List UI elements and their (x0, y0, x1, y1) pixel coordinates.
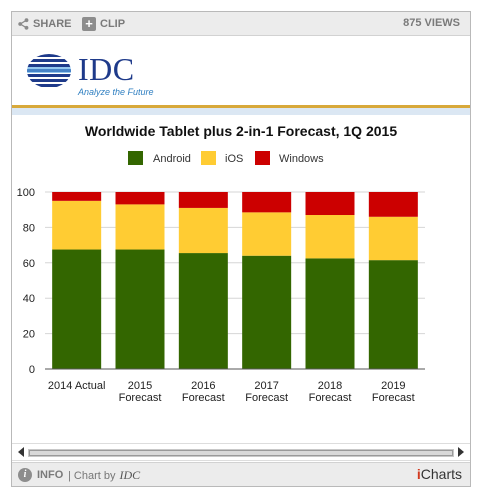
horizontal-scrollbar[interactable] (12, 443, 470, 461)
globe-icon (27, 54, 71, 87)
bar-windows (242, 192, 292, 213)
chart-title: Worldwide Tablet plus 2-in-1 Forecast, 1… (85, 123, 397, 139)
y-tick-label: 20 (23, 329, 35, 341)
idc-logo[interactable]: IDC Analyze the Future (26, 49, 166, 99)
y-tick-label: 0 (29, 364, 35, 376)
logo-tagline: Analyze the Future (78, 87, 154, 97)
bar-windows (178, 192, 228, 208)
bar-android (368, 260, 418, 369)
info-icon: i (18, 468, 32, 482)
clip-button[interactable]: + CLIP (82, 17, 125, 31)
bar-android (52, 249, 102, 369)
share-label: SHARE (33, 18, 72, 30)
x-tick-label: 2014 Actual (48, 380, 106, 392)
x-tick-label: Forecast (119, 392, 162, 404)
bar-android (242, 255, 292, 369)
chart-credit: | Chart by IDC (68, 468, 140, 483)
legend-label-windows: Windows (279, 153, 324, 165)
bar-ios (242, 212, 292, 256)
chart-widget: SHARE + CLIP 875 VIEWS (11, 11, 471, 487)
views-count: 875 VIEWS (403, 17, 460, 29)
share-button[interactable]: SHARE (18, 17, 72, 31)
bar-ios (368, 216, 418, 261)
logo-wordmark: IDC (78, 51, 135, 87)
scroll-track[interactable] (28, 449, 454, 457)
x-tick-label: 2016 (191, 380, 215, 392)
legend-swatch-windows (255, 151, 270, 165)
bar-android (305, 258, 355, 369)
info-label: INFO (37, 469, 64, 481)
footer-bar: i INFO | Chart by IDC iCharts (12, 462, 470, 486)
bar-android (178, 253, 228, 369)
legend-swatch-ios (201, 151, 216, 165)
x-tick-label: 2017 (254, 380, 278, 392)
plus-icon: + (82, 17, 96, 31)
bar-android (115, 249, 165, 369)
scroll-thumb[interactable] (29, 450, 453, 456)
x-tick-label: Forecast (245, 392, 288, 404)
y-tick-label: 100 (17, 187, 35, 199)
brand-divider (12, 105, 470, 108)
legend-swatch-android (128, 151, 143, 165)
chart-credit-source: IDC (119, 468, 141, 482)
brand-header: IDC Analyze the Future (12, 37, 470, 105)
share-icon (18, 18, 29, 30)
x-tick-label: Forecast (309, 392, 352, 404)
bar-ios (305, 215, 355, 259)
header-band (12, 108, 470, 115)
bar-ios (52, 200, 102, 250)
bar-ios (115, 204, 165, 250)
icharts-logo-rest: Charts (420, 466, 462, 482)
bar-windows (52, 192, 102, 201)
info-button[interactable]: i INFO (18, 468, 63, 482)
x-tick-label: 2015 (128, 380, 152, 392)
stacked-bar-chart: Worldwide Tablet plus 2-in-1 Forecast, 1… (17, 123, 425, 404)
x-tick-label: 2019 (381, 380, 405, 392)
scroll-left-icon[interactable] (18, 447, 24, 457)
y-tick-label: 60 (23, 258, 35, 270)
clip-label: CLIP (100, 18, 126, 30)
bar-ios (178, 207, 228, 254)
x-tick-label: Forecast (182, 392, 225, 404)
bar-windows (305, 192, 355, 216)
chart-credit-label: | Chart by (68, 470, 116, 482)
x-tick-label: Forecast (372, 392, 415, 404)
bar-windows (368, 192, 418, 217)
y-tick-label: 40 (23, 293, 35, 305)
bar-windows (115, 192, 165, 205)
icharts-logo-i: i (416, 466, 421, 482)
top-toolbar: SHARE + CLIP 875 VIEWS (12, 12, 470, 36)
legend-label-ios: iOS (225, 153, 243, 165)
legend-label-android: Android (153, 153, 191, 165)
scroll-right-icon[interactable] (458, 447, 464, 457)
x-tick-label: 2018 (318, 380, 342, 392)
y-tick-label: 80 (23, 222, 35, 234)
icharts-logo[interactable]: iCharts (417, 466, 462, 482)
